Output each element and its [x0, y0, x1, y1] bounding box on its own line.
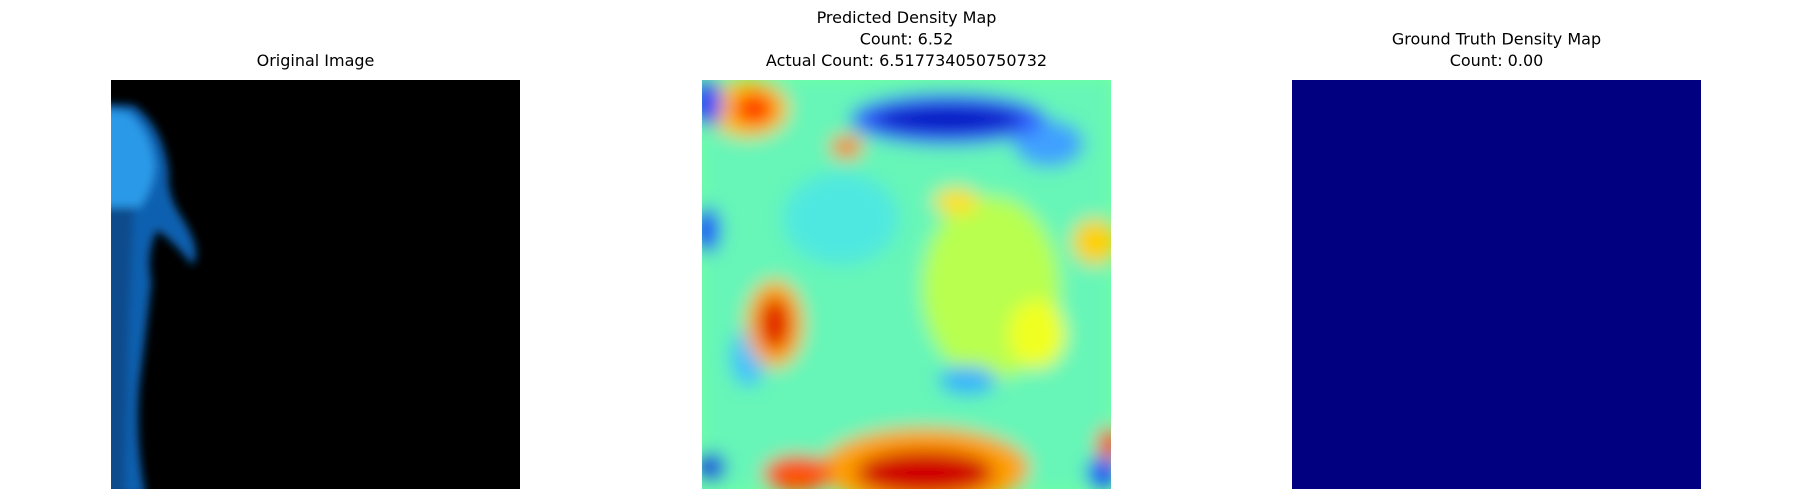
panel-title: Count: 0.00	[1450, 51, 1544, 70]
panel-title: Original Image	[257, 51, 375, 70]
original-image	[111, 80, 521, 490]
panel-title: Actual Count: 6.517734050750732	[766, 51, 1047, 70]
panel-title: Ground Truth Density Map	[1392, 30, 1601, 49]
predicted-density-map	[702, 80, 1112, 490]
ground-truth-density-map	[1292, 80, 1701, 489]
panel-title: Predicted Density Map	[817, 8, 997, 27]
panel-title: Count: 6.52	[860, 30, 954, 49]
